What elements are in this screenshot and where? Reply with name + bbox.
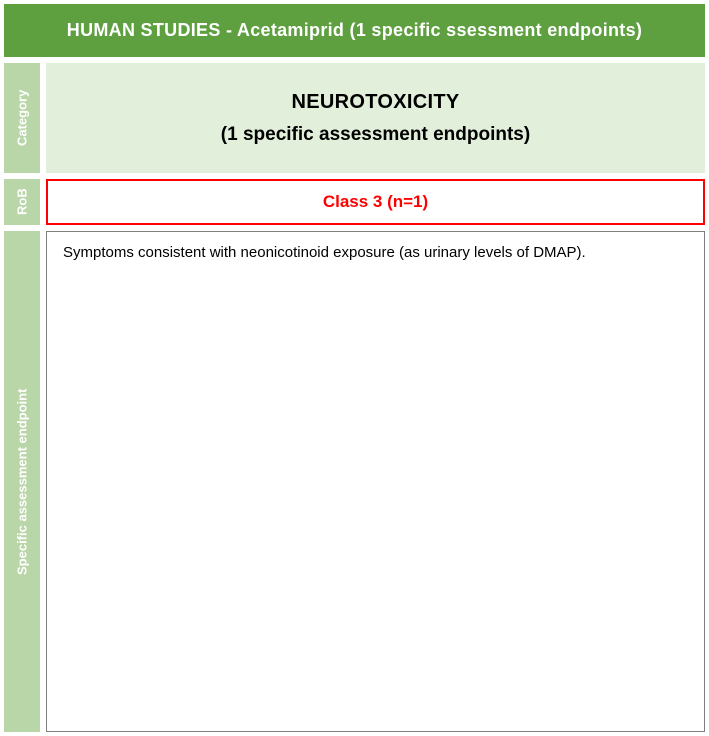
side-label-endpoint-text: Specific assessment endpoint — [15, 388, 30, 574]
side-label-rob-text: RoB — [15, 189, 30, 216]
header-bar: HUMAN STUDIES - Acetamiprid (1 specific … — [4, 4, 705, 57]
category-subtitle: (1 specific assessment endpoints) — [58, 124, 693, 146]
endpoint-text: Symptoms consistent with neonicotinoid e… — [63, 244, 586, 261]
category-box: NEUROTOXICITY (1 specific assessment end… — [46, 63, 705, 173]
header-title: HUMAN STUDIES - Acetamiprid (1 specific … — [67, 20, 642, 40]
rob-box: Class 3 (n=1) — [46, 179, 705, 225]
rob-text: Class 3 (n=1) — [323, 192, 428, 212]
side-label-category: Category — [4, 63, 40, 173]
sidebar: Category RoB Specific assessment endpoin… — [4, 63, 40, 732]
main-column: NEUROTOXICITY (1 specific assessment end… — [46, 63, 705, 732]
endpoint-box: Symptoms consistent with neonicotinoid e… — [46, 231, 705, 732]
side-label-category-text: Category — [15, 90, 30, 146]
category-title: NEUROTOXICITY — [58, 91, 693, 114]
body-row: Category RoB Specific assessment endpoin… — [4, 63, 705, 732]
side-label-endpoint: Specific assessment endpoint — [4, 231, 40, 732]
page-container: HUMAN STUDIES - Acetamiprid (1 specific … — [0, 0, 709, 736]
side-label-rob: RoB — [4, 179, 40, 225]
